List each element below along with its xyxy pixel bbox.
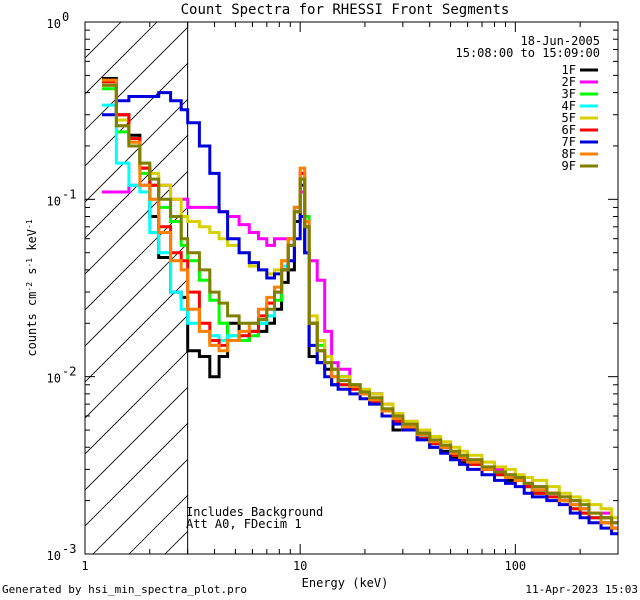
hatch-line (85, 98, 188, 203)
series-5f (102, 83, 618, 520)
chart-title: Count Spectra for RHESSI Front Segments (181, 2, 510, 18)
hatch-line (85, 386, 188, 491)
hatch-line (85, 170, 188, 275)
legend-label: 3F (562, 87, 576, 101)
hatch-line (85, 134, 188, 239)
series-3f (102, 87, 618, 530)
y-tick-label: 10 (47, 194, 61, 208)
y-tick-label-exponent: 0 (62, 10, 69, 24)
legend-label: 8F (562, 147, 576, 161)
series-6f (102, 80, 618, 530)
hatch-line (85, 422, 188, 527)
annotation-background: Includes Background (186, 505, 323, 519)
series-7f (102, 91, 618, 536)
hatch-line (85, 22, 86, 23)
plot-frame (84, 21, 619, 555)
date-label: 18-Jun-2005 (521, 34, 600, 48)
hatch-line (85, 26, 188, 131)
y-tick-label-exponent: -3 (62, 542, 76, 556)
series-8f (102, 78, 618, 530)
y-axis-label: counts cm-2 s-1 keV-1 (25, 219, 40, 356)
series-2f (102, 183, 618, 525)
y-tick-label: 10 (47, 17, 61, 31)
hatch-line (85, 278, 188, 383)
y-label-part: counts cm (25, 292, 39, 357)
y-tick-label: 10 (47, 549, 61, 563)
y-label-part: keV (25, 229, 39, 258)
x-axis-label: Energy (keV) (302, 576, 389, 590)
y-label-exponent: -1 (25, 258, 34, 268)
time-range-label: 15:08:00 to 15:09:00 (456, 46, 601, 60)
y-tick-label: 10 (47, 372, 61, 386)
series-4f (102, 103, 618, 530)
y-label-part: s (25, 268, 39, 282)
x-tick-label: 100 (504, 559, 526, 573)
hatch-line (85, 314, 188, 419)
footer-generator: Generated by hsi_min_spectra_plot.pro (2, 583, 248, 596)
y-label-exponent: -1 (25, 219, 34, 229)
hatch-line (92, 458, 188, 554)
hatch-line (85, 350, 188, 455)
legend-label: 9F (562, 159, 576, 173)
x-tick-label: 1 (81, 559, 88, 573)
series-layer (102, 77, 618, 536)
footer-timestamp: 11-Apr-2023 15:03 (525, 583, 638, 596)
background-hatch-region (85, 22, 189, 554)
y-tick-label-exponent: -2 (62, 365, 76, 379)
hatch-line (85, 206, 188, 311)
legend-label: 1F (562, 63, 576, 77)
legend-label: 2F (562, 75, 576, 89)
hatch-line (85, 242, 188, 347)
y-tick-label-exponent: -1 (62, 187, 76, 201)
x-tick-label: 10 (293, 559, 307, 573)
legend-label: 4F (562, 99, 576, 113)
series-1f (102, 77, 618, 530)
legend-label: 7F (562, 135, 576, 149)
series-9f (102, 83, 618, 525)
hatch-line (85, 22, 122, 59)
legend-label: 6F (562, 123, 576, 137)
legend-label: 5F (562, 111, 576, 125)
y-label-exponent: -2 (25, 282, 34, 292)
annotation-attenuator: Att A0, FDecim 1 (186, 517, 302, 531)
hatch-line (85, 62, 188, 167)
